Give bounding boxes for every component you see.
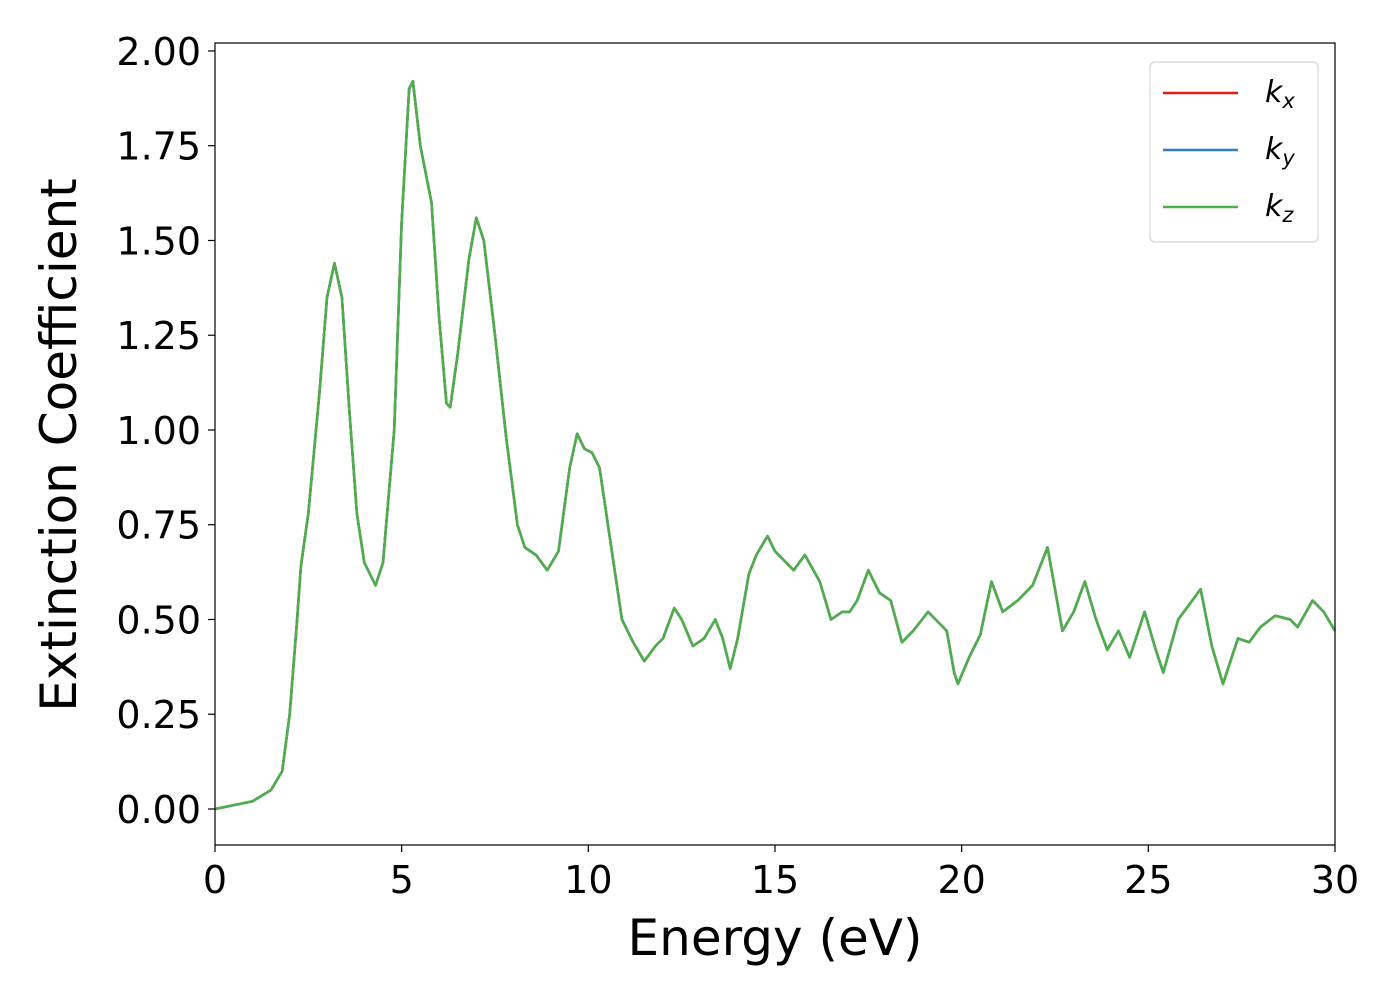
y-tick-label: 0.00 [116, 788, 201, 832]
x-tick-label: 10 [564, 858, 612, 902]
x-axis-label: Energy (eV) [628, 909, 923, 967]
plot-frame [214, 42, 1336, 846]
legend-box [1149, 61, 1319, 243]
y-tick-label: 1.25 [116, 314, 201, 358]
x-tick-label: 25 [1124, 858, 1172, 902]
legend-label: kx [1265, 75, 1295, 114]
y-tick-label: 0.50 [116, 598, 201, 642]
y-tick-label: 1.00 [116, 409, 201, 453]
series-line [214, 80, 1337, 811]
legend-label: ky [1265, 132, 1295, 171]
x-tick-label: 0 [203, 858, 227, 902]
x-tick-label: 15 [751, 858, 799, 902]
x-tick-label: 5 [390, 858, 414, 902]
x-tick-label: 20 [937, 858, 985, 902]
y-axis-label: Extinction Coefficient [30, 178, 88, 712]
y-tick-label: 1.50 [116, 219, 201, 263]
y-tick-label: 0.75 [116, 504, 201, 548]
y-tick-label: 2.00 [116, 30, 201, 74]
x-tick-label: 30 [1311, 858, 1359, 902]
legend-label: kz [1265, 189, 1294, 228]
y-tick-label: 0.25 [116, 693, 201, 737]
y-tick-label: 1.75 [116, 125, 201, 169]
